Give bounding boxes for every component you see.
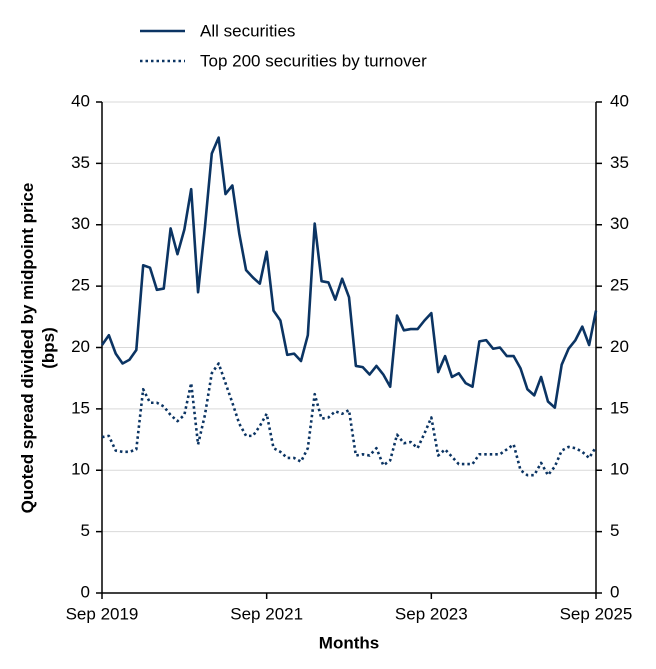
y2-tick-label: 0	[610, 582, 619, 601]
y-tick-label: 10	[71, 460, 90, 479]
y-tick-label: 20	[71, 337, 90, 356]
y-tick-label: 25	[71, 276, 90, 295]
x-tick-label: Sep 2021	[230, 604, 303, 623]
y-tick-label: 5	[81, 521, 90, 540]
x-tick-label: Sep 2019	[66, 604, 139, 623]
x-tick-label: Sep 2023	[395, 604, 468, 623]
x-tick-label: Sep 2025	[560, 604, 633, 623]
y-tick-label: 0	[81, 582, 90, 601]
series-line	[101, 362, 598, 477]
y2-tick-label: 15	[610, 398, 629, 417]
x-axis-label: Months	[319, 633, 379, 652]
y-tick-label: 40	[71, 91, 90, 110]
y-tick-label: 35	[71, 153, 90, 172]
y-axis-label: Quoted spread divided by midpoint price …	[18, 182, 58, 514]
y-tick-label: 15	[71, 398, 90, 417]
y2-tick-label: 10	[610, 460, 629, 479]
legend-label: All securities	[200, 21, 295, 40]
y2-tick-label: 20	[610, 337, 629, 356]
y-tick-label: 30	[71, 214, 90, 233]
y2-tick-label: 5	[610, 521, 619, 540]
y2-tick-label: 25	[610, 276, 629, 295]
legend-label: Top 200 securities by turnover	[200, 51, 427, 70]
y2-tick-label: 40	[610, 91, 629, 110]
y2-tick-label: 30	[610, 214, 629, 233]
series-line	[100, 136, 598, 409]
y2-tick-label: 35	[610, 153, 629, 172]
